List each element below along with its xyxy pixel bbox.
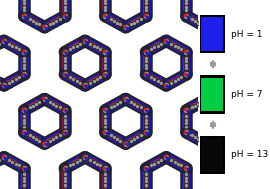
Bar <box>200 75 225 114</box>
Circle shape <box>68 47 102 79</box>
Bar <box>200 136 225 174</box>
Circle shape <box>109 0 143 21</box>
Circle shape <box>68 163 102 189</box>
Text: pH = 1: pH = 1 <box>231 29 263 39</box>
Circle shape <box>0 47 21 79</box>
Bar <box>200 15 225 53</box>
Circle shape <box>0 163 21 189</box>
Text: pH = 7: pH = 7 <box>231 90 263 99</box>
Bar <box>201 138 223 172</box>
Circle shape <box>149 47 183 79</box>
Circle shape <box>28 105 61 137</box>
Circle shape <box>231 163 264 189</box>
Circle shape <box>149 163 183 189</box>
Text: pH = 13: pH = 13 <box>231 150 269 160</box>
Circle shape <box>231 47 264 79</box>
Circle shape <box>28 0 61 21</box>
Circle shape <box>190 105 224 137</box>
Circle shape <box>109 105 143 137</box>
Bar <box>201 18 223 51</box>
Bar <box>201 78 223 111</box>
Circle shape <box>190 0 224 21</box>
